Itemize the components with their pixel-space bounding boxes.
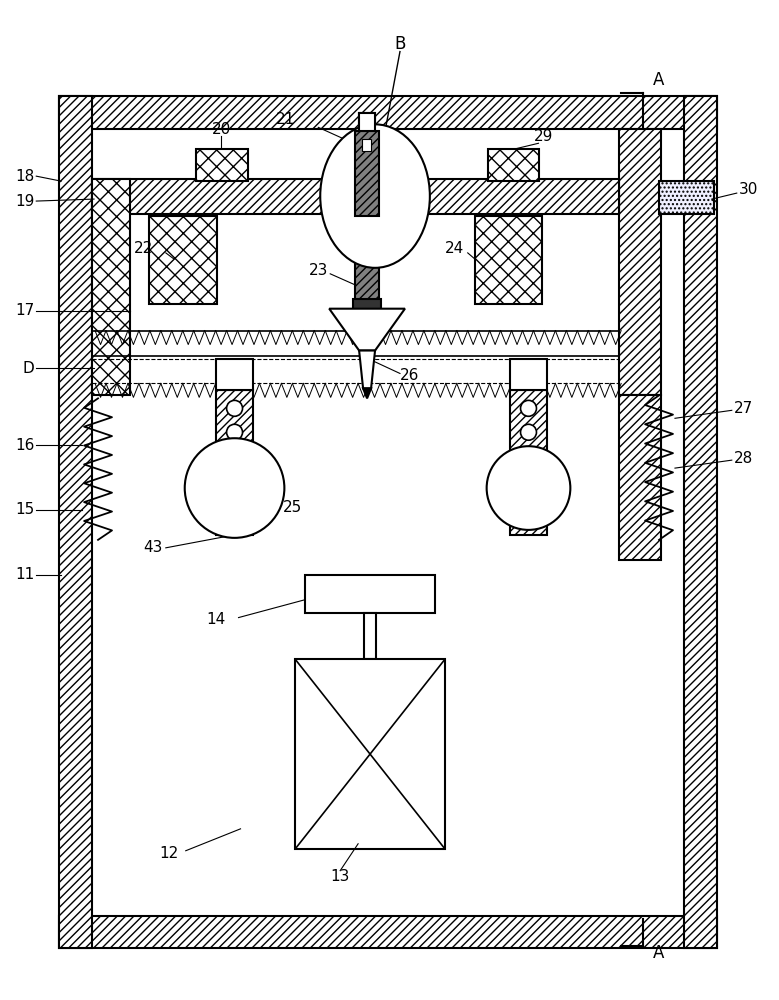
- Text: 27: 27: [734, 401, 753, 416]
- Bar: [619, 129, 661, 395]
- Text: A: A: [654, 944, 664, 962]
- Bar: [509, 390, 548, 535]
- Text: 17: 17: [15, 303, 34, 318]
- Text: 28: 28: [734, 451, 753, 466]
- Text: 29: 29: [534, 129, 553, 144]
- Bar: [659, 181, 714, 214]
- Text: B: B: [394, 35, 406, 53]
- Bar: [619, 395, 661, 560]
- Bar: [59, 96, 717, 129]
- Text: A: A: [654, 71, 664, 89]
- Text: 13: 13: [330, 869, 350, 884]
- Text: 25: 25: [283, 500, 302, 515]
- Bar: [216, 359, 253, 390]
- Text: 12: 12: [159, 846, 178, 861]
- Circle shape: [520, 424, 537, 440]
- Text: 22: 22: [134, 241, 153, 256]
- Circle shape: [487, 446, 570, 530]
- Text: 15: 15: [15, 502, 34, 517]
- Bar: [509, 359, 548, 390]
- Polygon shape: [330, 309, 405, 351]
- Bar: [684, 96, 717, 948]
- Bar: [92, 179, 619, 214]
- Circle shape: [227, 400, 242, 416]
- Bar: [364, 613, 376, 659]
- Text: 18: 18: [15, 169, 34, 184]
- Bar: [353, 299, 381, 319]
- Bar: [355, 131, 379, 216]
- Bar: [488, 149, 540, 181]
- Text: 26: 26: [400, 368, 420, 383]
- Bar: [149, 216, 217, 304]
- Bar: [216, 390, 253, 535]
- Bar: [196, 149, 248, 181]
- Text: 14: 14: [206, 612, 225, 627]
- Bar: [474, 216, 542, 304]
- Polygon shape: [359, 351, 375, 388]
- Bar: [92, 179, 130, 395]
- Bar: [295, 659, 445, 849]
- Text: 43: 43: [143, 540, 163, 555]
- Text: 24: 24: [445, 241, 464, 256]
- Text: 16: 16: [15, 438, 34, 453]
- Bar: [359, 113, 375, 131]
- Bar: [59, 96, 92, 948]
- Text: 20: 20: [212, 122, 231, 137]
- Bar: [362, 139, 371, 151]
- Ellipse shape: [320, 124, 430, 268]
- Circle shape: [520, 448, 537, 464]
- Circle shape: [227, 448, 242, 464]
- Text: 21: 21: [276, 112, 295, 127]
- Text: 23: 23: [308, 263, 328, 278]
- Bar: [59, 916, 717, 948]
- Circle shape: [520, 400, 537, 416]
- Polygon shape: [363, 388, 371, 398]
- Bar: [305, 575, 435, 613]
- Circle shape: [185, 438, 284, 538]
- Bar: [92, 129, 684, 916]
- Text: 11: 11: [15, 567, 34, 582]
- Text: D: D: [23, 361, 34, 376]
- Bar: [359, 113, 375, 131]
- Text: 30: 30: [738, 182, 758, 197]
- Text: 19: 19: [15, 194, 34, 209]
- Circle shape: [227, 424, 242, 440]
- Bar: [355, 131, 379, 321]
